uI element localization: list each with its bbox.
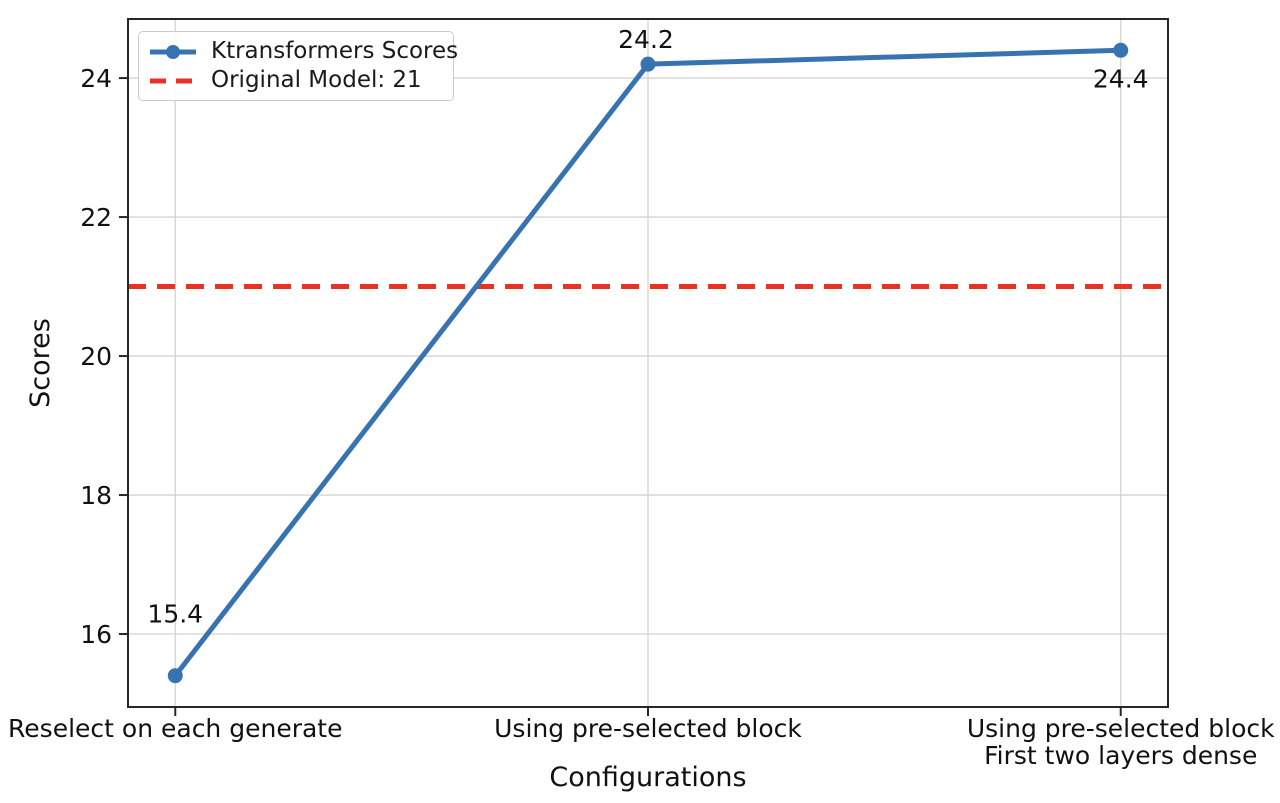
data-point-marker — [640, 56, 656, 72]
x-tick-label: First two layers dense — [984, 741, 1257, 770]
x-tick-label: Using pre-selected block — [494, 714, 802, 743]
legend-dashed-line-sample — [150, 78, 196, 83]
data-point-marker — [167, 668, 183, 684]
data-label: 24.4 — [1093, 64, 1149, 93]
y-tick-label: 24 — [80, 64, 112, 93]
y-tick-label: 16 — [80, 620, 112, 649]
x-tick-label: Reselect on each generate — [8, 714, 342, 743]
y-tick-label: 20 — [80, 342, 112, 371]
x-tick-label: Using pre-selected block — [967, 714, 1275, 743]
data-label: 24.2 — [618, 25, 674, 54]
x-axis-label: Configurations — [549, 762, 747, 793]
y-axis-label: Scores — [25, 318, 57, 408]
legend-line-marker-sample — [150, 44, 196, 59]
legend: Ktransformers Scores Original Model: 21 — [138, 31, 458, 101]
data-label: 15.4 — [147, 600, 203, 629]
y-tick-label: 22 — [80, 203, 112, 232]
legend-series-label: Ktransformers Scores — [211, 38, 459, 64]
legend-item-refline: Original Model: 21 — [148, 66, 443, 95]
legend-item-series: Ktransformers Scores — [148, 37, 458, 66]
data-point-marker — [1113, 42, 1129, 58]
legend-refline-label: Original Model: 21 — [211, 67, 422, 93]
y-tick-label: 18 — [80, 481, 112, 510]
